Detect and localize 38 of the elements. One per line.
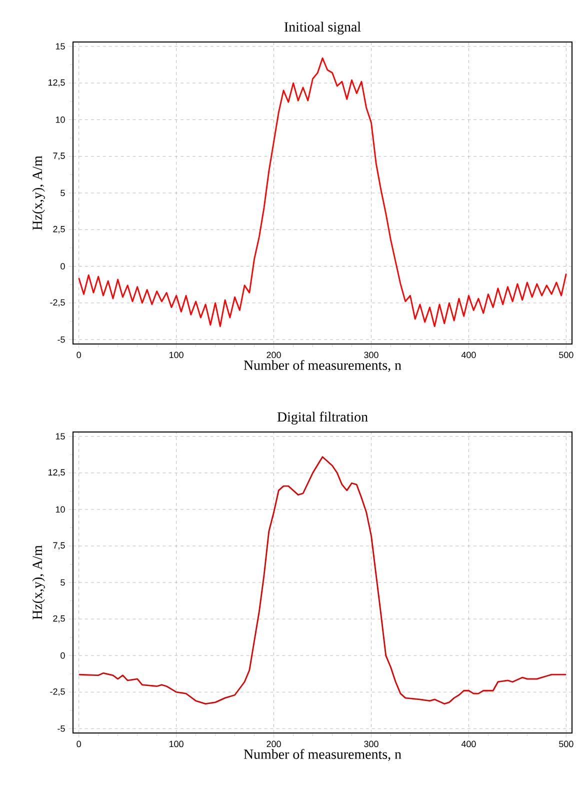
y-tick-label: 10 <box>56 506 65 513</box>
y-tick-label: 7,5 <box>53 152 65 160</box>
y-tick-label: -5 <box>58 725 65 732</box>
x-tick-label: 200 <box>266 352 281 358</box>
y-tick-label: 15 <box>56 43 65 50</box>
chart-title: Initioal signal <box>284 22 361 34</box>
y-tick-label: 2,5 <box>53 615 65 623</box>
chart-title: Digital filtration <box>277 412 368 424</box>
y-tick-label: 12,5 <box>48 79 65 87</box>
x-tick-label: 300 <box>364 352 378 358</box>
x-tick-label: 400 <box>461 352 476 358</box>
y-tick-label: -5 <box>58 336 65 343</box>
x-tick-label: 500 <box>559 352 574 358</box>
y-tick-label: 12,5 <box>48 469 65 477</box>
y-tick-label: 5 <box>60 190 65 196</box>
x-tick-label: 100 <box>170 740 184 748</box>
y-tick-label: 7,5 <box>53 542 65 550</box>
x-tick-label: 400 <box>461 740 476 748</box>
y-tick-label: 10 <box>56 116 65 123</box>
x-tick-label: 0 <box>76 352 81 358</box>
x-tick-label: 500 <box>559 740 574 748</box>
x-tick-label: 100 <box>170 352 184 358</box>
y-tick-label: 0 <box>60 652 65 659</box>
y-tick-label: 5 <box>60 579 65 586</box>
y-tick-label: -2,5 <box>50 299 65 307</box>
x-tick-label: 200 <box>266 740 281 748</box>
y-tick-label: 2,5 <box>53 226 65 234</box>
x-tick-label: 0 <box>76 740 81 748</box>
y-tick-label: -2,5 <box>50 688 65 696</box>
x-axis-title: Number of measurements, n <box>244 360 402 372</box>
y-tick-label: 0 <box>60 263 65 270</box>
y-tick-label: 15 <box>56 433 65 440</box>
line-series <box>78 57 567 328</box>
y-axis-title: Hz(x,y), A/m <box>32 156 45 230</box>
x-tick-label: 300 <box>364 740 378 748</box>
y-axis-title: Hz(x,y), A/m <box>32 545 45 620</box>
x-axis-title: Number of measurements, n <box>244 748 402 761</box>
line-series <box>78 456 567 704</box>
